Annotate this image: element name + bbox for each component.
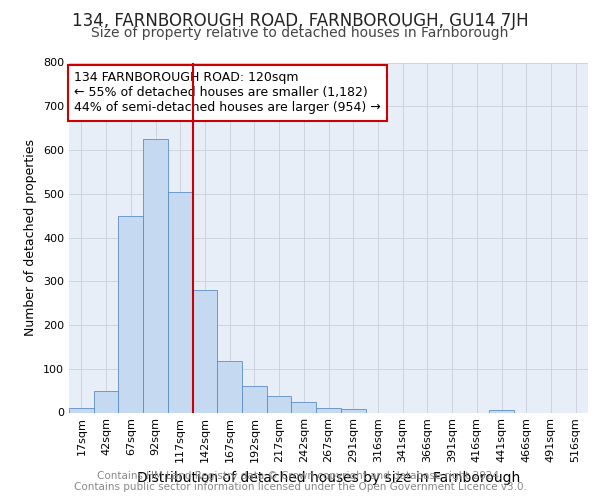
Bar xyxy=(217,361,242,412)
Text: Size of property relative to detached houses in Farnborough: Size of property relative to detached ho… xyxy=(91,26,509,40)
Bar xyxy=(267,396,292,412)
Text: 134 FARNBOROUGH ROAD: 120sqm
← 55% of detached houses are smaller (1,182)
44% of: 134 FARNBOROUGH ROAD: 120sqm ← 55% of de… xyxy=(74,71,381,115)
Y-axis label: Number of detached properties: Number of detached properties xyxy=(25,139,37,336)
Text: 134, FARNBOROUGH ROAD, FARNBOROUGH, GU14 7JH: 134, FARNBOROUGH ROAD, FARNBOROUGH, GU14… xyxy=(71,12,529,30)
Bar xyxy=(69,408,94,412)
Bar xyxy=(193,290,217,412)
Bar xyxy=(143,139,168,412)
Bar xyxy=(341,409,365,412)
Text: Contains HM Land Registry data © Crown copyright and database right 2024.: Contains HM Land Registry data © Crown c… xyxy=(97,471,503,481)
Bar xyxy=(292,402,316,412)
Bar xyxy=(316,408,341,412)
Text: Contains public sector information licensed under the Open Government Licence v3: Contains public sector information licen… xyxy=(74,482,526,492)
Bar xyxy=(94,390,118,412)
Bar xyxy=(118,216,143,412)
Bar xyxy=(242,386,267,412)
Bar xyxy=(489,410,514,412)
X-axis label: Distribution of detached houses by size in Farnborough: Distribution of detached houses by size … xyxy=(137,471,520,485)
Bar xyxy=(168,192,193,412)
